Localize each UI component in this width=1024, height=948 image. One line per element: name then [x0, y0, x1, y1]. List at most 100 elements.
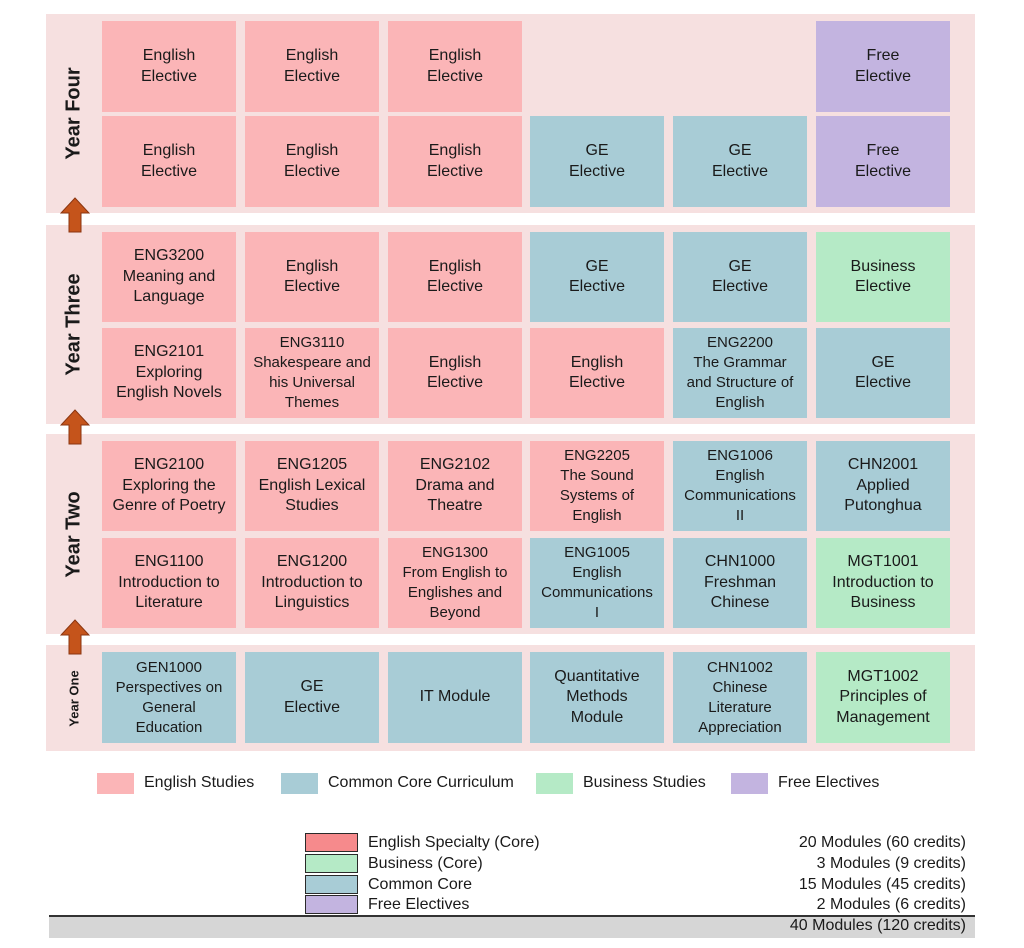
module-text: CHN2001 Applied Putonghua — [844, 456, 922, 515]
module-text: ENG1005 English Communications I — [541, 544, 653, 621]
legend-item-english: English Studies — [97, 771, 254, 795]
module-cell: English Elective — [245, 21, 379, 112]
module-text: ENG1300 From English to Englishes and Be… — [402, 544, 508, 621]
summary-value: 15 Modules (45 credits) — [798, 876, 966, 893]
module-cell: ENG1200 Introduction to Linguistics — [245, 538, 379, 628]
legend-label: Free Electives — [778, 774, 880, 791]
module-cell: GE Elective — [530, 116, 664, 207]
module-cell: ENG2205 The Sound Systems of English — [530, 441, 664, 531]
module-cell: ENG2101 Exploring English Novels — [102, 328, 236, 418]
module-text: English Elective — [283, 142, 341, 180]
summary-label: Common Core — [368, 876, 473, 893]
legend-label: Common Core Curriculum — [328, 774, 514, 791]
module-text: MGT1001 Introduction to Business — [832, 553, 934, 612]
total-bar — [49, 915, 975, 938]
module-cell: English Elective — [530, 328, 664, 418]
legend-item-free: Free Electives — [731, 771, 879, 795]
summary-label: Free Electives — [368, 896, 470, 913]
module-text: English Elective — [426, 353, 484, 392]
module-text: English Elective — [568, 353, 626, 392]
module-text: English Elective — [283, 47, 341, 85]
module-text: Quantitative Methods Module — [554, 667, 640, 726]
year-label: Year Two — [46, 434, 102, 634]
module-text: Business Elective — [850, 257, 916, 296]
module-text: ENG1006 English Communications II — [684, 447, 796, 524]
module-cell: GE Elective — [673, 232, 807, 322]
module-cell: English Elective — [102, 116, 236, 207]
module-cell: Free Elective — [816, 116, 950, 207]
module-text: ENG2101 Exploring English Novels — [116, 343, 222, 402]
summary-swatch — [305, 875, 358, 894]
module-cell: English Elective — [245, 232, 379, 322]
module-text: ENG3200 Meaning and Language — [122, 247, 216, 306]
summary-swatch — [305, 895, 358, 914]
module-cell: English Elective — [102, 21, 236, 112]
year-label-text: Year One — [66, 669, 82, 727]
module-text: ENG2205 The Sound Systems of English — [559, 447, 635, 524]
legend-swatch — [97, 772, 134, 794]
year-label: Year One — [46, 645, 102, 751]
module-cell: English Elective — [388, 116, 522, 207]
module-cell: CHN1000 Freshman Chinese — [673, 538, 807, 628]
module-cell: ENG1005 English Communications I — [530, 538, 664, 628]
module-cell: Business Elective — [816, 232, 950, 322]
module-text: GEN1000 Perspectives on General Educatio… — [115, 658, 223, 736]
module-text: English Elective — [426, 257, 484, 296]
module-cell: ENG3110 Shakespeare and his Universal Th… — [245, 328, 379, 418]
year-label: Year Three — [46, 225, 102, 424]
summary-label: Business (Core) — [368, 855, 483, 872]
module-cell: English Elective — [388, 21, 522, 112]
module-cell: MGT1001 Introduction to Business — [816, 538, 950, 628]
module-text: ENG1205 English Lexical Studies — [258, 456, 366, 515]
summary-label: English Specialty (Core) — [368, 834, 540, 851]
module-text: ENG2200 The Grammar and Structure of Eng… — [686, 334, 794, 411]
module-cell: GEN1000 Perspectives on General Educatio… — [102, 652, 236, 743]
summary-swatch — [305, 854, 358, 873]
module-text: GE Elective — [711, 142, 769, 180]
module-cell: CHN2001 Applied Putonghua — [816, 441, 950, 531]
module-text: English Elective — [283, 257, 341, 296]
module-text: GE Elective — [854, 353, 912, 392]
module-cell: CHN1002 Chinese Literature Appreciation — [673, 652, 807, 743]
module-text: ENG2102 Drama and Theatre — [415, 456, 495, 515]
module-text: IT Module — [419, 688, 491, 706]
module-cell: GE Elective — [530, 232, 664, 322]
module-cell: IT Module — [388, 652, 522, 743]
module-text: English Elective — [426, 47, 484, 85]
summary-total: 40 Modules (120 credits) — [789, 917, 966, 934]
summary-value: 3 Modules (9 credits) — [816, 855, 966, 872]
module-text: ENG1100 Introduction to Literature — [118, 553, 220, 612]
module-cell: ENG2200 The Grammar and Structure of Eng… — [673, 328, 807, 418]
module-text: ENG2100 Exploring the Genre of Poetry — [112, 456, 226, 515]
legend-swatch — [731, 772, 768, 794]
module-cell: GE Elective — [245, 652, 379, 743]
legend-label: Business Studies — [583, 774, 706, 791]
legend-swatch — [536, 772, 573, 794]
year-label-text: Year Three — [62, 273, 85, 376]
up-arrow-icon — [60, 197, 90, 233]
module-cell: ENG1300 From English to Englishes and Be… — [388, 538, 522, 628]
module-text: GE Elective — [568, 257, 626, 296]
module-text: English Elective — [426, 142, 484, 180]
year-label: Year Four — [46, 14, 102, 213]
module-cell: Free Elective — [816, 21, 950, 112]
module-text: English Elective — [140, 47, 198, 85]
legend-label: English Studies — [144, 774, 255, 791]
module-cell: English Elective — [388, 328, 522, 418]
module-cell: English Elective — [388, 232, 522, 322]
legend-item-business: Business Studies — [536, 771, 706, 795]
module-cell: ENG1205 English Lexical Studies — [245, 441, 379, 531]
module-cell: GE Elective — [673, 116, 807, 207]
module-text: ENG1200 Introduction to Linguistics — [261, 553, 363, 612]
module-text: MGT1002 Principles of Management — [836, 667, 930, 726]
legend-swatch — [281, 772, 318, 794]
module-text: English Elective — [140, 142, 198, 180]
module-text: CHN1000 Freshman Chinese — [703, 553, 777, 612]
up-arrow-icon — [60, 409, 90, 445]
summary-swatch — [305, 833, 358, 852]
module-cell: ENG1100 Introduction to Literature — [102, 538, 236, 628]
module-cell: ENG2100 Exploring the Genre of Poetry — [102, 441, 236, 531]
module-text: Free Elective — [854, 47, 912, 85]
legend-item-common-core: Common Core Curriculum — [281, 771, 514, 795]
module-cell: MGT1002 Principles of Management — [816, 652, 950, 743]
